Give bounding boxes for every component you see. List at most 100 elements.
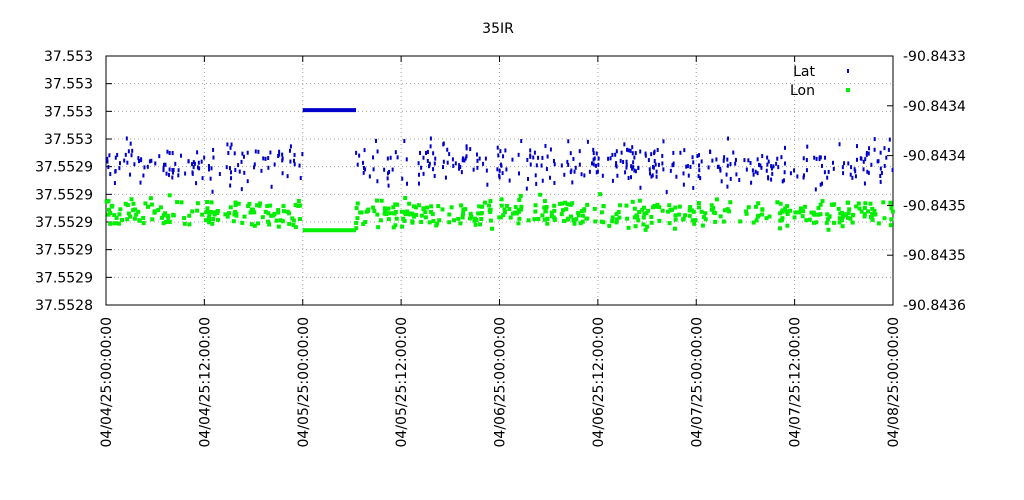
data-point-lon xyxy=(778,218,783,223)
data-point-lon xyxy=(760,207,765,212)
data-point-lat xyxy=(484,156,487,161)
data-point-lat xyxy=(267,156,270,161)
data-point-lat xyxy=(372,155,375,160)
data-point-lon xyxy=(632,215,637,220)
data-point-lon xyxy=(642,211,647,216)
data-point-lat xyxy=(191,162,194,167)
data-point-lon xyxy=(290,216,295,221)
data-point-lat xyxy=(230,176,233,181)
data-point-lat xyxy=(273,162,276,167)
data-point-lat xyxy=(229,145,232,150)
data-point-lon xyxy=(683,213,688,218)
data-point-lat xyxy=(715,157,718,162)
data-point-lat xyxy=(760,165,763,170)
data-point-lon xyxy=(463,207,468,212)
data-point-lon xyxy=(363,220,368,225)
data-point-lon xyxy=(839,218,844,223)
data-point-lon xyxy=(635,214,640,219)
data-point-lat xyxy=(254,149,257,154)
data-point-lat xyxy=(234,167,237,172)
data-point-lat xyxy=(880,170,883,175)
data-point-lat xyxy=(533,150,536,155)
data-point-lat xyxy=(692,160,695,165)
data-point-lat xyxy=(853,167,856,172)
data-point-lon xyxy=(297,216,302,221)
data-point-lat xyxy=(241,151,244,156)
data-point-lat xyxy=(770,166,773,171)
data-point-lat xyxy=(210,166,213,171)
data-point-lon xyxy=(687,208,692,213)
data-point-lon xyxy=(137,218,142,223)
data-point-lon xyxy=(700,223,705,228)
data-point-lon xyxy=(569,214,574,219)
data-point-lon xyxy=(419,213,424,218)
data-point-lat xyxy=(108,153,111,158)
data-point-lat xyxy=(362,165,365,170)
data-point-lat xyxy=(729,162,732,167)
data-point-lon xyxy=(211,210,216,215)
data-point-lon xyxy=(667,221,672,226)
y-tick-label-right: -90.8434 xyxy=(903,99,966,115)
data-point-lon xyxy=(149,202,154,207)
data-point-lat xyxy=(363,148,366,153)
data-point-lat xyxy=(143,165,146,170)
data-point-lon xyxy=(291,218,296,223)
data-point-lon xyxy=(562,219,567,224)
data-point-lon xyxy=(136,209,141,214)
data-point-lat xyxy=(158,154,161,159)
data-point-lat xyxy=(651,173,654,178)
data-point-lat xyxy=(789,171,792,176)
data-point-lon xyxy=(354,226,359,231)
data-point-lon xyxy=(558,201,563,206)
data-point-lon xyxy=(802,204,807,209)
data-point-lon xyxy=(132,216,137,221)
data-point-lon xyxy=(250,207,255,212)
data-point-lat xyxy=(781,179,784,184)
data-point-lon xyxy=(633,224,638,229)
data-point-lon xyxy=(428,209,433,214)
data-point-lat xyxy=(166,149,169,154)
data-point-lat xyxy=(588,169,591,174)
data-point-lon xyxy=(652,203,657,208)
data-point-lat xyxy=(171,170,174,175)
data-point-lon xyxy=(542,199,547,204)
data-point-lon xyxy=(804,218,809,223)
data-point-lat xyxy=(873,137,876,142)
data-point-lon xyxy=(252,223,257,228)
data-point-lat xyxy=(842,171,845,176)
data-point-lat xyxy=(293,152,296,157)
data-point-lat xyxy=(775,161,778,166)
data-point-lat xyxy=(203,155,206,160)
data-point-lat xyxy=(891,168,894,173)
data-point-lat xyxy=(624,170,627,175)
data-point-lon xyxy=(402,210,407,215)
data-point-lon xyxy=(256,221,261,226)
data-point-lat xyxy=(544,143,547,148)
data-point-lat xyxy=(793,168,796,173)
data-point-lat xyxy=(637,165,640,170)
data-point-lat xyxy=(497,153,500,158)
data-point-lat xyxy=(237,163,240,168)
data-point-lon xyxy=(865,209,870,214)
data-point-lat xyxy=(218,172,221,177)
data-point-lat xyxy=(756,157,759,162)
data-point-lat xyxy=(499,149,502,154)
data-point-lat xyxy=(805,158,808,163)
data-point-lon xyxy=(711,210,716,215)
data-point-lat xyxy=(197,160,200,165)
data-point-lon xyxy=(167,193,172,198)
data-point-lat xyxy=(873,147,876,152)
data-point-lon xyxy=(624,203,629,208)
data-point-lon xyxy=(565,202,570,207)
data-point-lon xyxy=(552,208,557,213)
data-point-lon xyxy=(423,215,428,220)
data-point-lat xyxy=(619,158,622,163)
data-point-lon xyxy=(408,212,413,217)
data-point-lon xyxy=(403,195,408,200)
data-point-lon xyxy=(814,220,819,225)
data-point-lon xyxy=(785,223,790,228)
data-point-lat xyxy=(476,158,479,163)
data-point-lon xyxy=(811,210,816,215)
data-point-lat xyxy=(854,174,857,179)
